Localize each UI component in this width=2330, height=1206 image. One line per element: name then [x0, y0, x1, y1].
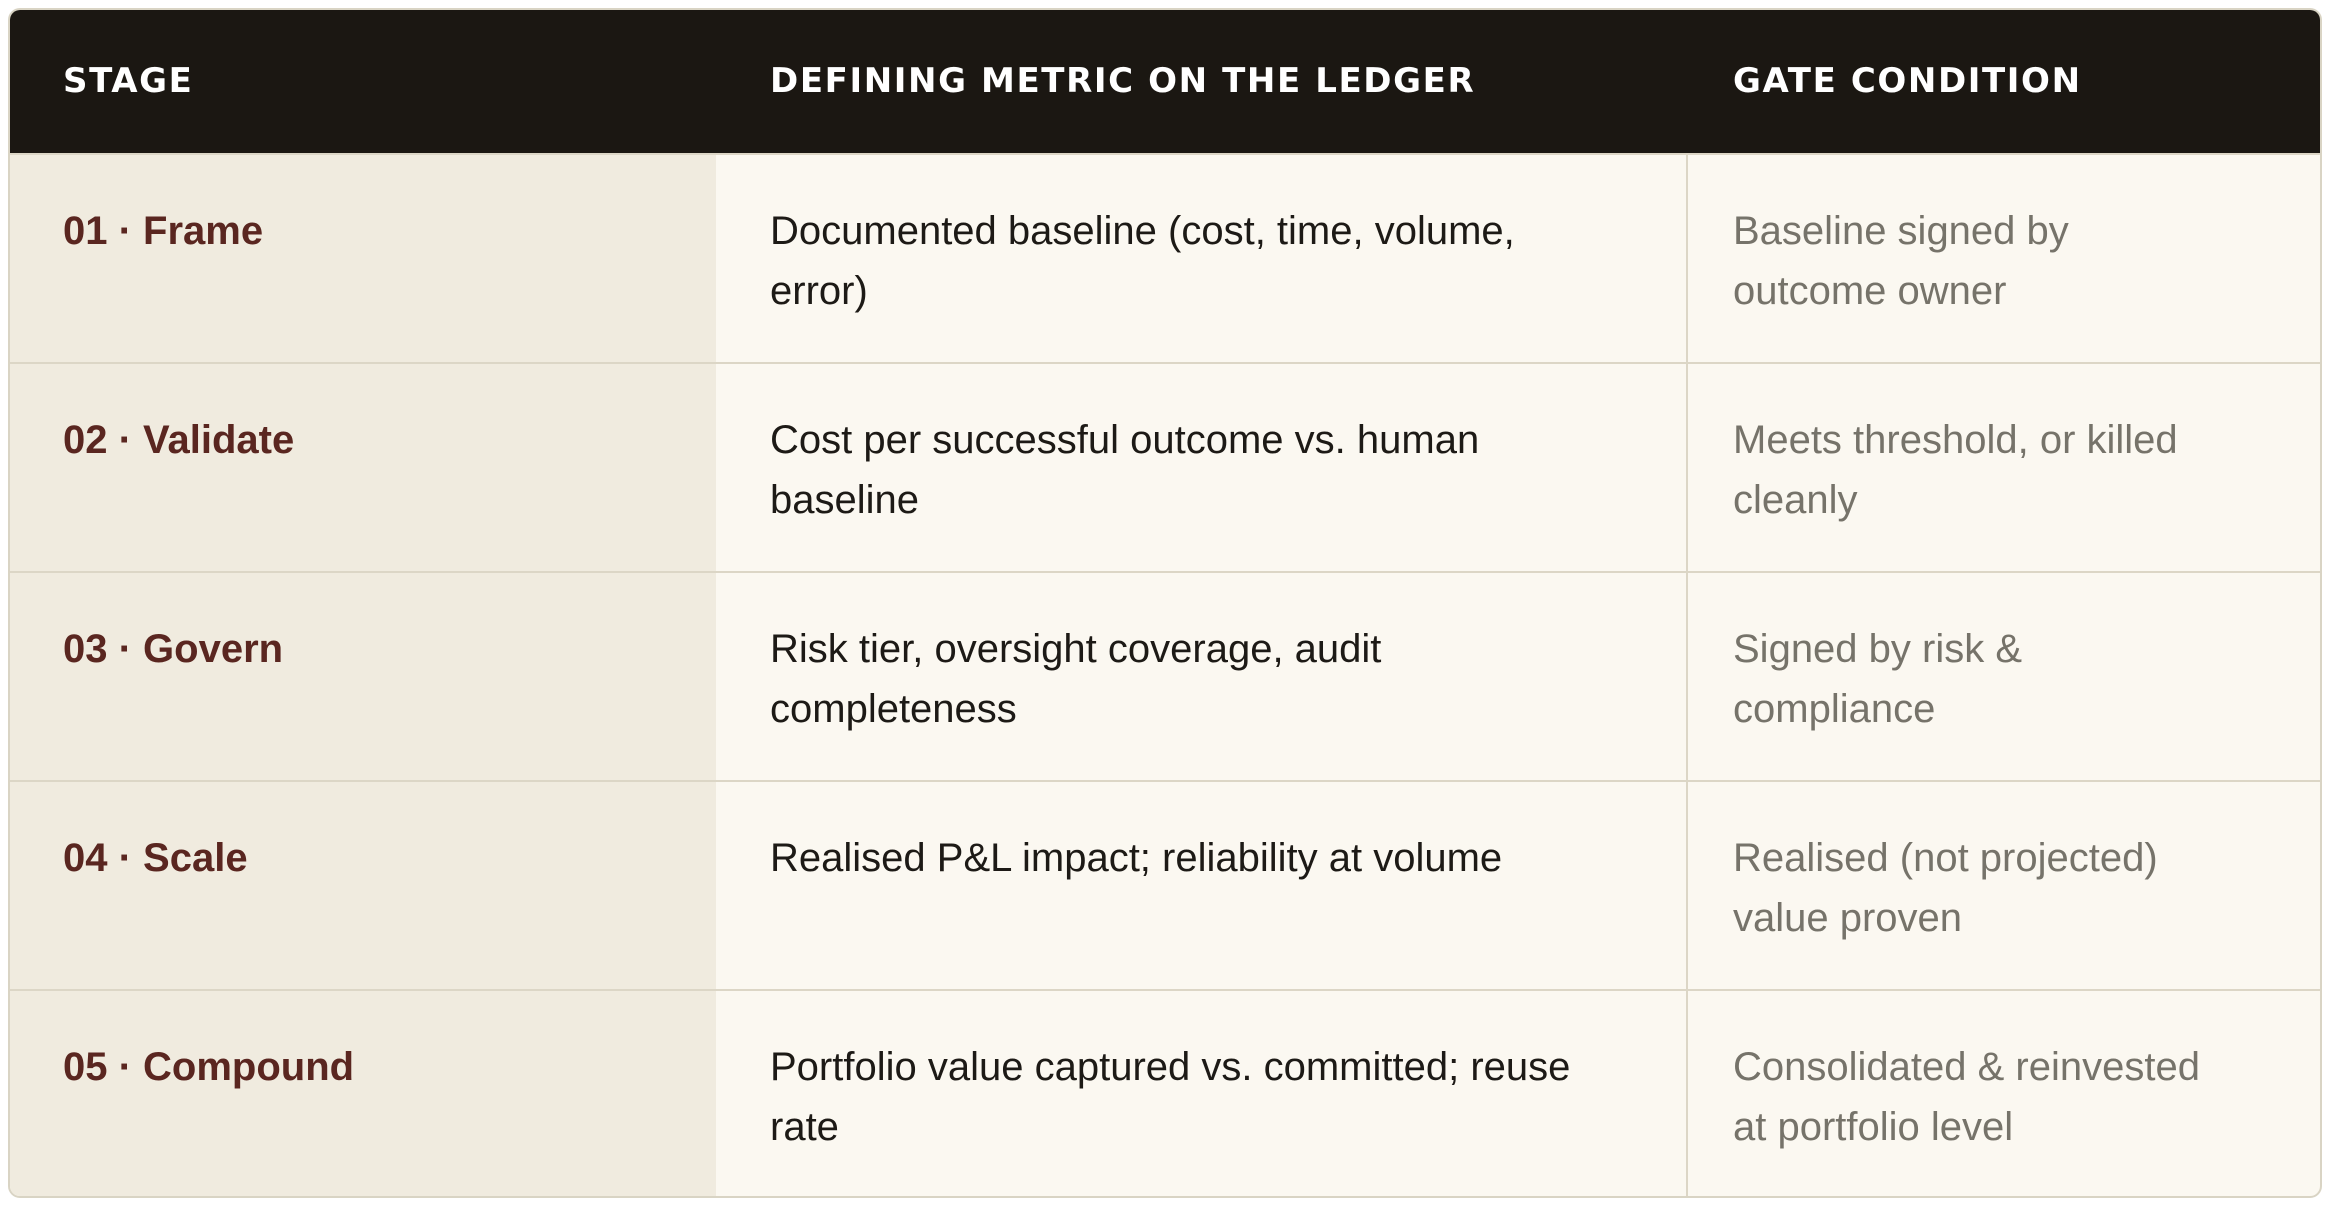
gate-line: value proven — [1733, 896, 1963, 940]
gate-cell: Signed by risk & compliance — [1688, 573, 2320, 780]
metric-cell: Realised P&L impact; reliability at volu… — [716, 782, 1688, 989]
table-row: 05 · Compound Portfolio value captured v… — [10, 989, 2320, 1196]
gate-line: Realised (not projected) — [1733, 836, 2158, 880]
stage-cell: 05 · Compound — [10, 991, 716, 1196]
gate-cell: Realised (not projected) value proven — [1688, 782, 2320, 989]
stage-cell: 02 · Validate — [10, 364, 716, 571]
metric-line: Realised P&L impact; reliability at volu… — [770, 836, 1503, 880]
gate-line: Signed by risk & — [1733, 627, 2023, 671]
metric-line: error) — [770, 269, 868, 313]
table-row: 04 · Scale Realised P&L impact; reliabil… — [10, 780, 2320, 989]
table-row: 01 · Frame Documented baseline (cost, ti… — [10, 153, 2320, 362]
table-header: STAGE DEFINING METRIC ON THE LEDGER GATE… — [10, 10, 2320, 153]
metric-line: Documented baseline (cost, time, volume, — [770, 209, 1515, 253]
metric-cell: Documented baseline (cost, time, volume,… — [716, 155, 1688, 362]
metric-line: Risk tier, oversight coverage, audit — [770, 627, 1382, 671]
gate-line: Baseline signed by — [1733, 209, 2069, 253]
header-stage: STAGE — [63, 61, 194, 101]
header-gate: GATE CONDITION — [1733, 61, 2082, 101]
metric-line: Portfolio value captured vs. committed; … — [770, 1045, 1571, 1089]
header-metric: DEFINING METRIC ON THE LEDGER — [770, 61, 1476, 101]
metric-cell: Risk tier, oversight coverage, audit com… — [716, 573, 1688, 780]
stage-cell: 03 · Govern — [10, 573, 716, 780]
table-row: 03 · Govern Risk tier, oversight coverag… — [10, 571, 2320, 780]
gate-cell: Meets threshold, or killed cleanly — [1688, 364, 2320, 571]
gate-line: cleanly — [1733, 478, 1858, 522]
metric-cell: Portfolio value captured vs. committed; … — [716, 991, 1688, 1196]
stage-cell: 01 · Frame — [10, 155, 716, 362]
table-row: 02 · Validate Cost per successful outcom… — [10, 362, 2320, 571]
stage-cell: 04 · Scale — [10, 782, 716, 989]
gate-cell: Consolidated & reinvested at portfolio l… — [1688, 991, 2320, 1196]
metric-line: completeness — [770, 687, 1017, 731]
stage-gate-table: STAGE DEFINING METRIC ON THE LEDGER GATE… — [8, 8, 2322, 1198]
gate-cell: Baseline signed by outcome owner — [1688, 155, 2320, 362]
gate-line: at portfolio level — [1733, 1105, 2014, 1149]
metric-line: baseline — [770, 478, 920, 522]
gate-line: outcome owner — [1733, 269, 2007, 313]
metric-line: Cost per successful outcome vs. human — [770, 418, 1480, 462]
gate-line: Consolidated & reinvested — [1733, 1045, 2200, 1089]
metric-cell: Cost per successful outcome vs. human ba… — [716, 364, 1688, 571]
gate-line: Meets threshold, or killed — [1733, 418, 2178, 462]
gate-line: compliance — [1733, 687, 1936, 731]
metric-line: rate — [770, 1105, 839, 1149]
